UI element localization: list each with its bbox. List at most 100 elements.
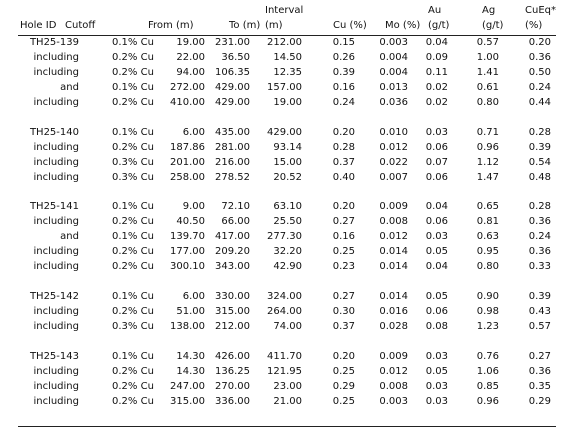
cell: 19.00 [273,96,302,108]
cell: 0.11 [425,66,448,78]
cell: 0.50 [528,66,551,78]
cell: 14.30 [176,350,205,362]
cell: 0.25 [332,395,355,407]
cell: 0.61 [476,81,499,93]
cell: 0.1% Cu [112,81,154,93]
cell: 42.90 [273,261,302,273]
cell: 0.36 [528,246,551,258]
cell: 0.2% Cu [112,365,154,377]
cell: 0.20 [332,201,355,213]
cell: 0.3% Cu [112,171,154,183]
cell: 0.25 [332,365,355,377]
cell: 94.00 [176,66,205,78]
cell: 0.25 [332,246,355,258]
cell: 121.95 [267,365,302,377]
cell: 0.3% Cu [112,321,154,333]
cell: 0.36 [528,51,551,63]
cell: 0.05 [425,365,448,377]
hole-id: including [33,96,79,108]
hole-id: including [33,321,79,333]
cell: 0.05 [425,246,448,258]
cell: 0.028 [379,321,408,333]
cell: 0.80 [476,261,499,273]
cell: 21.00 [273,395,302,407]
cell: 51.00 [176,306,205,318]
cell: 1.12 [476,156,499,168]
cell: 0.03 [425,126,448,138]
cell: 0.48 [528,171,551,183]
cell: 0.2% Cu [112,261,154,273]
cell: 0.004 [379,51,408,63]
cell: 0.85 [476,380,499,392]
cell: 0.03 [425,350,448,362]
cell: 0.1% Cu [112,201,154,213]
hole-id: including [33,246,79,258]
cell: 315.00 [170,395,205,407]
cell: 136.25 [215,365,250,377]
cell: 0.96 [476,141,499,153]
cell: 0.014 [379,291,408,303]
cell: 336.00 [215,395,250,407]
cell: 0.012 [379,141,408,153]
cell: 0.2% Cu [112,246,154,258]
hole-id: TH25-140 [29,126,79,138]
cell: 0.010 [379,126,408,138]
hole-id: and [60,231,79,243]
cell: 0.009 [379,350,408,362]
cell: 93.14 [273,141,302,153]
cell: 0.04 [425,37,448,48]
cell: 177.00 [170,246,205,258]
cell: 315.00 [215,306,250,318]
cell: 0.15 [332,37,355,48]
hole-id: including [33,261,79,273]
cell: 0.24 [332,96,355,108]
cell: 0.03 [425,395,448,407]
cell: 0.76 [476,350,499,362]
cell: 1.00 [476,51,499,63]
cell: 0.3% Cu [112,156,154,168]
cell: 0.2% Cu [112,66,154,78]
cell: 0.016 [379,306,408,318]
column-header: Au [428,5,442,16]
cell: 0.2% Cu [112,51,154,63]
column-header: From (m) [148,20,194,31]
column-header: (g/t) [428,20,450,31]
column-header: Cutoff [65,20,96,31]
cell: 0.004 [379,66,408,78]
cell: 0.26 [332,51,355,63]
column-header: CuEq* [525,5,556,16]
column-header: Hole ID [20,20,57,31]
cell: 272.00 [170,81,205,93]
cell: 0.06 [425,216,448,228]
cell: 0.20 [332,350,355,362]
cell: 0.1% Cu [112,291,154,303]
cell: 1.47 [476,171,499,183]
cell: 429.00 [215,81,250,93]
cell: 0.33 [528,261,551,273]
column-header: Interval [265,5,304,16]
cell: 0.98 [476,306,499,318]
cell: 343.00 [215,261,250,273]
cell: 157.00 [267,81,302,93]
cell: 0.39 [332,66,355,78]
cell: 258.00 [170,171,205,183]
cell: 0.02 [425,96,448,108]
cell: 0.40 [332,171,355,183]
cell: 0.27 [332,216,355,228]
cell: 0.06 [425,141,448,153]
cell: 417.00 [215,231,250,243]
hole-id: including [33,306,79,318]
cell: 0.16 [332,81,355,93]
bottom-rule [18,426,556,427]
cell: 0.2% Cu [112,96,154,108]
cell: 0.04 [425,201,448,213]
cell: 0.28 [528,126,551,138]
cell: 0.2% Cu [112,395,154,407]
cell: 0.35 [528,380,551,392]
cell: 429.00 [215,96,250,108]
cell: 426.00 [215,350,250,362]
cell: 0.27 [332,291,355,303]
cell: 0.008 [379,380,408,392]
cell: 0.012 [379,231,408,243]
cell: 0.08 [425,321,448,333]
